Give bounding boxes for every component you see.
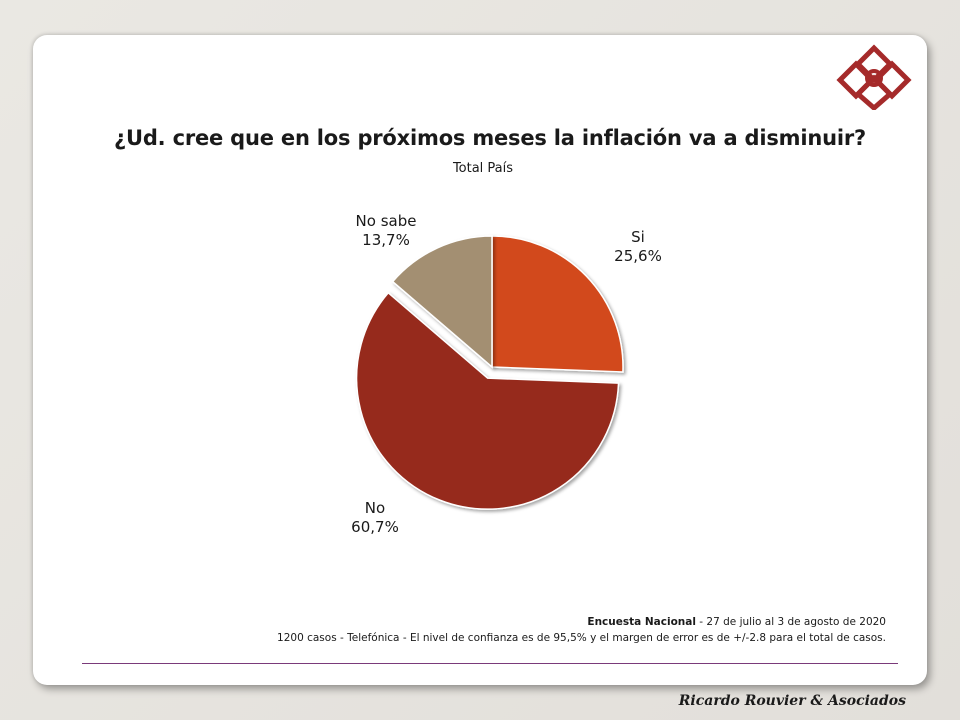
- slide-card: [33, 35, 927, 685]
- chart-subtitle: Total País: [452, 161, 514, 176]
- slice-label-no: No 60,7%: [340, 499, 410, 537]
- chart-title: ¿Ud. cree que en los próximos meses la i…: [114, 126, 866, 150]
- survey-method: 1200 casos - Telefónica - El nivel de co…: [277, 632, 886, 644]
- brand-name: Ricardo Rouvier & Asociados: [678, 693, 906, 709]
- slice-value: 60,7%: [351, 518, 399, 536]
- survey-name: Encuesta Nacional: [587, 616, 696, 628]
- slice-label-si: Si 25,6%: [606, 228, 670, 266]
- footer-divider: [82, 663, 898, 664]
- pie-slice-si: [491, 235, 624, 373]
- survey-footer-line-1: Encuesta Nacional - 27 de julio al 3 de …: [587, 616, 886, 628]
- slice-value: 25,6%: [614, 247, 662, 265]
- diamond-logo-icon: [836, 44, 912, 110]
- slice-value: 13,7%: [362, 231, 410, 249]
- survey-footer-line-2: 1200 casos - Telefónica - El nivel de co…: [277, 632, 886, 644]
- survey-dates: - 27 de julio al 3 de agosto de 2020: [695, 616, 886, 628]
- slice-name: No: [364, 499, 386, 517]
- slice-name: No sabe: [355, 212, 417, 230]
- pie-slice-no: [355, 291, 620, 510]
- slice-label-no-sabe: No sabe 13,7%: [344, 212, 428, 250]
- pie-slice-no-sabe: [391, 235, 493, 369]
- slice-name: Si: [631, 228, 645, 246]
